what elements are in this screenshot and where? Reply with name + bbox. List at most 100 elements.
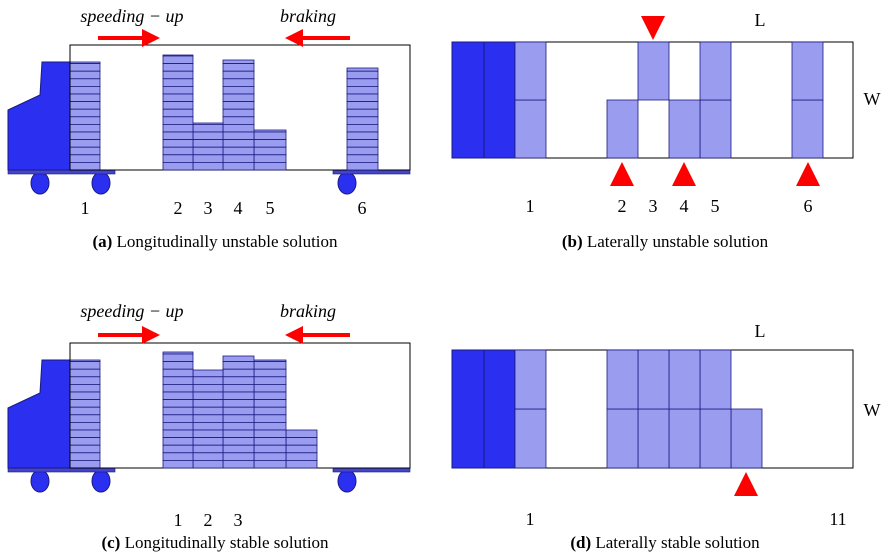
caption: (c) Longitudinally stable solution: [101, 533, 329, 552]
box-layer: [70, 415, 100, 423]
box-layer: [347, 162, 378, 170]
position-label: 1: [81, 198, 90, 218]
box-dark: [484, 350, 515, 468]
box-layer: [70, 140, 100, 148]
caption-tag: (c): [101, 533, 120, 552]
box-layer: [70, 64, 100, 72]
box-layer: [163, 400, 193, 408]
box-layer: [223, 392, 254, 400]
box-layer: [193, 155, 223, 163]
box-layer: [254, 384, 286, 392]
wheel: [92, 470, 110, 492]
box-layer: [223, 94, 254, 102]
box-layer: [286, 438, 317, 446]
box-layer: [347, 117, 378, 125]
box-layer: [286, 445, 317, 453]
box-layer: [254, 162, 286, 170]
box-dark: [484, 42, 515, 158]
box-layer: [163, 445, 193, 453]
box-layer: [254, 415, 286, 423]
box-layer: [70, 86, 100, 94]
box-layer: [223, 162, 254, 170]
box: [669, 409, 700, 468]
box-layer: [223, 407, 254, 415]
box-layer: [254, 438, 286, 446]
box-layer: [193, 422, 223, 430]
box-layer: [347, 102, 378, 110]
box-layer: [223, 147, 254, 155]
arrow-label: braking: [280, 6, 336, 26]
box-layer: [254, 155, 286, 163]
box-layer: [254, 422, 286, 430]
position-label: 1: [174, 510, 183, 530]
box-layer: [70, 102, 100, 110]
box-layer: [347, 155, 378, 163]
cab-plan: [452, 350, 484, 468]
box-layer: [193, 392, 223, 400]
marker: [641, 16, 665, 40]
box-layer: [163, 453, 193, 461]
marker: [672, 162, 696, 186]
box-layer: [223, 102, 254, 110]
marker: [734, 472, 758, 496]
box-layer: [70, 369, 100, 377]
box-layer: [193, 453, 223, 461]
box-layer: [70, 147, 100, 155]
box-layer: [163, 132, 193, 140]
caption-tag: (d): [570, 533, 591, 552]
chassis: [333, 468, 410, 472]
box-layer: [193, 438, 223, 446]
box-layer: [163, 362, 193, 370]
box-layer: [163, 71, 193, 79]
box-layer: [286, 453, 317, 461]
arrow-label: speeding − up: [80, 301, 183, 321]
caption-text: Laterally unstable solution: [587, 232, 769, 251]
box-layer: [223, 60, 254, 64]
box-layer: [347, 68, 378, 71]
box: [700, 100, 731, 158]
caption: (b) Laterally unstable solution: [562, 232, 769, 251]
box-layer: [163, 460, 193, 468]
box: [792, 42, 823, 100]
box-layer: [70, 438, 100, 446]
box-layer: [223, 155, 254, 163]
box-layer: [223, 140, 254, 148]
box: [607, 350, 638, 409]
box-layer: [163, 369, 193, 377]
box-layer: [193, 384, 223, 392]
wheel: [31, 470, 49, 492]
box-layer: [163, 422, 193, 430]
box-layer: [163, 102, 193, 110]
box-layer: [163, 94, 193, 102]
box-layer: [193, 430, 223, 438]
chassis: [333, 170, 410, 174]
box-layer: [254, 400, 286, 408]
box-layer: [254, 430, 286, 438]
box: [669, 350, 700, 409]
box-layer: [163, 392, 193, 400]
width-label: W: [864, 400, 881, 420]
position-label: 3: [234, 510, 243, 530]
box-layer: [223, 71, 254, 79]
figure: speeding − up braking 1 2 3 4 5 6 (a) Lo…: [0, 0, 892, 557]
position-label: 4: [680, 196, 689, 216]
box-layer: [193, 400, 223, 408]
width-label: W: [864, 89, 881, 109]
box-layer: [163, 162, 193, 170]
box-layer: [254, 147, 286, 155]
chassis: [8, 170, 115, 174]
position-label: 2: [618, 196, 627, 216]
box-layer: [347, 132, 378, 140]
position-label: 3: [204, 198, 213, 218]
box-layer: [193, 124, 223, 132]
box-layer: [193, 445, 223, 453]
box-layer: [193, 370, 223, 377]
box-layer: [223, 362, 254, 370]
box-layer: [223, 64, 254, 72]
marker: [610, 162, 634, 186]
box: [607, 100, 638, 158]
box-layer: [254, 407, 286, 415]
box-layer: [70, 132, 100, 140]
position-label: 3: [649, 196, 658, 216]
box: [669, 100, 700, 158]
